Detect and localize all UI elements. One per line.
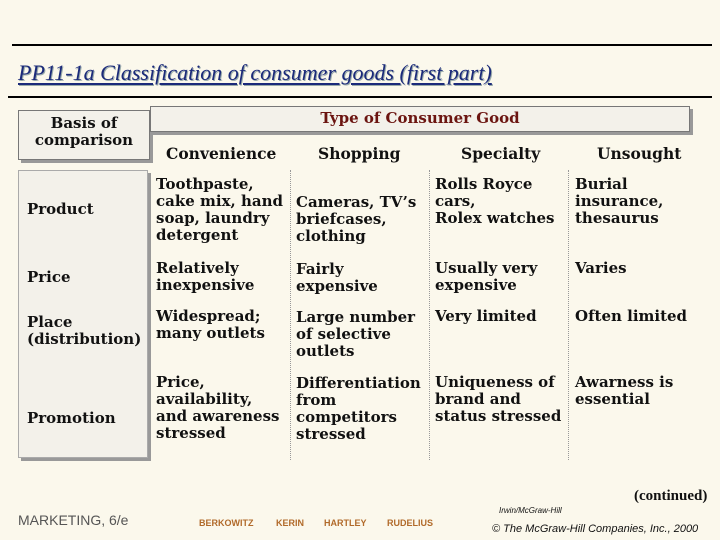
column-divider — [429, 170, 430, 460]
column-header-convenience: Convenience — [166, 144, 277, 163]
row-label-promotion: Promotion — [27, 409, 116, 427]
title-rule — [8, 96, 712, 98]
table-cell: Differentiation from competitors stresse… — [296, 374, 421, 443]
basis-header-text: Basis of comparison — [34, 114, 134, 149]
slide-title: PP11-1a Classification of consumer goods… — [18, 60, 492, 85]
table-cell: Toothpaste, cake mix, hand soap, laundry… — [156, 175, 283, 244]
basis-header-box: Basis of comparison — [18, 110, 150, 160]
footer-author: RUDELIUS — [387, 518, 434, 528]
table-cell: Large number of selective outlets — [296, 308, 416, 360]
table-cell: Very limited — [435, 307, 537, 325]
table-cell: Fairly expensive — [296, 260, 378, 295]
table-cell: Usually very expensive — [435, 259, 538, 294]
column-header-specialty: Specialty — [461, 144, 541, 163]
row-label-product: Product — [27, 200, 94, 218]
column-divider — [568, 170, 569, 460]
footer-author: HARTLEY — [324, 518, 367, 528]
row-label-place: Place (distribution) — [27, 313, 142, 348]
table-cell: Awarness is essential — [575, 373, 674, 408]
publisher-label: Irwin/McGraw-Hill — [499, 506, 562, 515]
table-cell: Price, availability, and awareness stres… — [156, 373, 280, 442]
table-cell: Burial insurance, thesaurus — [575, 175, 664, 227]
column-divider — [290, 170, 291, 460]
footer-author: KERIN — [276, 518, 305, 528]
top-rule — [12, 44, 712, 46]
table-cell: Relatively inexpensive — [156, 259, 255, 294]
footer-book-title: MARKETING, 6/e — [18, 512, 129, 528]
row-label-column: Product Price Place (distribution) Promo… — [18, 170, 148, 458]
table-cell: Varies — [575, 259, 627, 277]
footer-author: BERKOWITZ — [199, 518, 254, 528]
table-cell: Uniqueness of brand and status stressed — [435, 373, 562, 425]
type-header-text: Type of Consumer Good — [320, 109, 520, 127]
table-cell: Rolls Royce cars, Rolex watches — [435, 175, 555, 227]
continued-label: (continued) — [634, 488, 708, 504]
column-header-shopping: Shopping — [318, 144, 401, 163]
column-header-unsought: Unsought — [597, 144, 682, 163]
row-label-price: Price — [27, 268, 71, 286]
table-cell: Cameras, TV’s briefcases, clothing — [296, 193, 417, 245]
table-cell: Widespread; many outlets — [156, 307, 265, 342]
table-cell: Often limited — [575, 307, 688, 325]
type-header-box: Type of Consumer Good — [150, 106, 690, 132]
copyright-text: © The McGraw-Hill Companies, Inc., 2000 — [492, 523, 699, 535]
